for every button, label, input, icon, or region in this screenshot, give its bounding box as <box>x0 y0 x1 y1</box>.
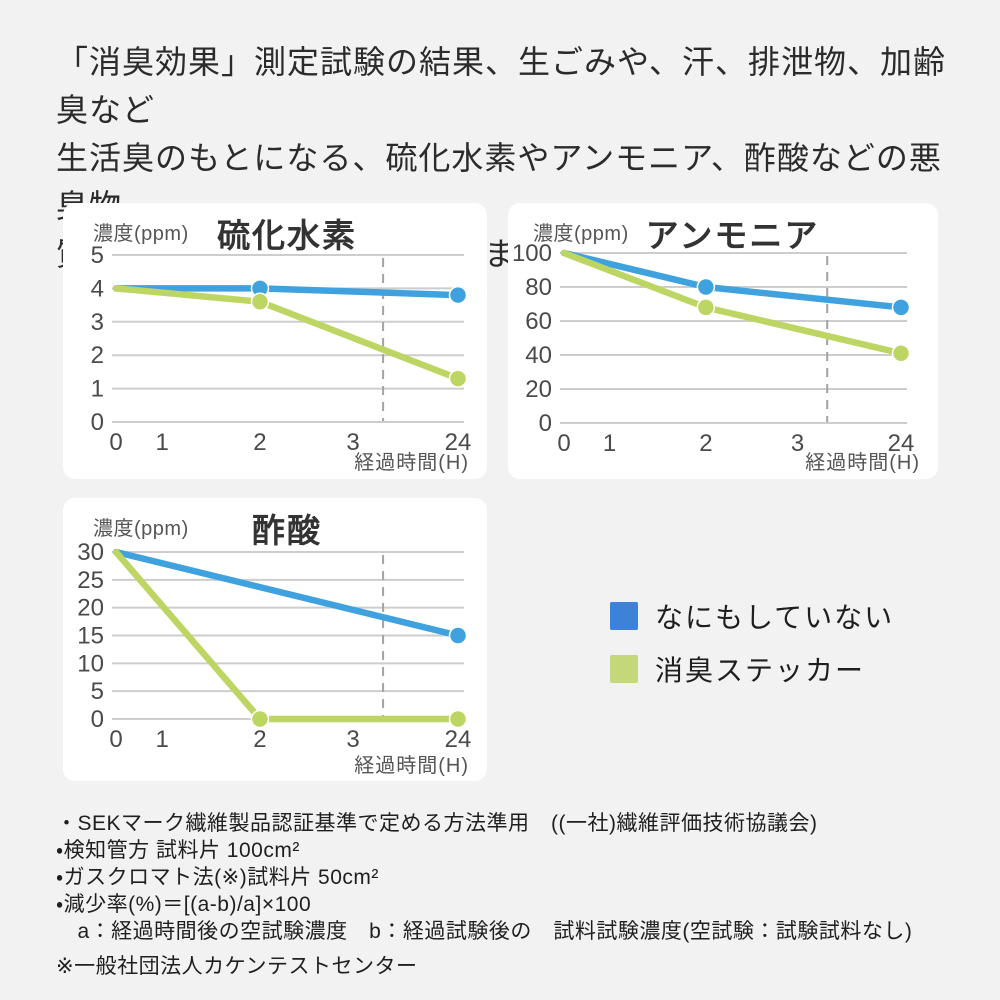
svg-text:5: 5 <box>91 678 104 705</box>
x-axis-label: 経過時間(H) <box>354 755 469 777</box>
legend-label-deodorant-sticker: 消臭ステッカー <box>655 655 866 686</box>
y-axis-unit-label: 濃度(ppm) <box>93 518 189 540</box>
svg-text:0: 0 <box>91 706 104 733</box>
y-axis-unit-label: 濃度(ppm) <box>93 223 189 245</box>
svg-text:5: 5 <box>91 242 104 269</box>
svg-text:25: 25 <box>77 567 104 594</box>
footnote-line: a：経過時間後の空試験濃度 b：経過試験後の 試料試験濃度(空試験：試験試料なし… <box>56 920 913 943</box>
svg-text:3: 3 <box>346 726 359 753</box>
x-axis-label: 経過時間(H) <box>354 452 469 474</box>
svg-text:4: 4 <box>91 275 104 302</box>
svg-text:30: 30 <box>77 539 104 566</box>
footnotes: ・SEKマーク繊維製品認証基準で定める方法準用 ((一社)繊維評価技術協議会) … <box>56 810 966 980</box>
svg-text:2: 2 <box>253 726 266 753</box>
svg-text:40: 40 <box>525 342 552 369</box>
chart-title-ammonia: アンモニア <box>645 217 820 254</box>
svg-text:10: 10 <box>77 650 104 677</box>
svg-text:20: 20 <box>77 595 104 622</box>
svg-text:60: 60 <box>525 308 552 335</box>
legend-item-untreated: なにもしていない <box>610 602 894 633</box>
svg-text:100: 100 <box>512 240 552 267</box>
svg-text:1: 1 <box>155 429 168 456</box>
chart-card-ammonia: 濃度(ppm) アンモニア 100 80 60 40 20 0 0 1 2 3 24 経過時間(H) <box>508 203 938 479</box>
svg-text:2: 2 <box>253 429 266 456</box>
svg-text:24: 24 <box>445 429 472 456</box>
heading-line-2: 生活臭のもとになる、硫化水素やアンモニア、酢酸などの悪臭物 <box>56 140 942 224</box>
svg-text:0: 0 <box>109 429 122 456</box>
chart-title-acetic-acid: 酢酸 <box>252 512 322 549</box>
x-axis-label: 経過時間(H) <box>805 452 920 474</box>
svg-text:3: 3 <box>791 430 804 457</box>
chart-card-hydrogen-sulfide: 濃度(ppm) 硫化水素 5 4 3 2 1 0 0 1 2 3 24 経過時間(H) <box>63 203 487 479</box>
svg-text:1: 1 <box>91 376 104 403</box>
svg-text:1: 1 <box>603 430 616 457</box>
chart-legend: なにもしていない 消臭ステッカー <box>610 602 894 708</box>
footnote-line: ・ガスクロマト法(※)試料片 50cm² <box>56 866 379 889</box>
svg-text:0: 0 <box>91 409 104 436</box>
chart-card-acetic-acid: 濃度(ppm) 酢酸 30 25 20 15 10 5 0 0 1 2 3 24 経過時間(H) <box>63 498 487 781</box>
footnote-line: ・減少率(%)＝[(a-b)/a]×100 <box>56 893 312 916</box>
svg-text:0: 0 <box>109 726 122 753</box>
footnote-source: ※一般社団法人カケンテストセンター <box>56 955 418 978</box>
legend-item-deodorant-sticker: 消臭ステッカー <box>610 655 894 686</box>
svg-text:2: 2 <box>91 342 104 369</box>
heading-line-1: 「消臭効果」測定試験の結果、生ごみや、汗、排泄物、加齢臭など <box>56 44 947 128</box>
y-axis-unit-label: 濃度(ppm) <box>533 223 629 245</box>
svg-text:2: 2 <box>699 430 712 457</box>
legend-swatch-blue <box>610 602 638 630</box>
svg-text:0: 0 <box>539 410 552 437</box>
legend-label-untreated: なにもしていない <box>655 602 895 633</box>
svg-text:80: 80 <box>525 274 552 301</box>
svg-text:0: 0 <box>557 430 570 457</box>
svg-text:20: 20 <box>525 376 552 403</box>
footnote-line: ・SEKマーク繊維製品認証基準で定める方法準用 ((一社)繊維評価技術協議会) <box>56 812 818 835</box>
svg-text:1: 1 <box>155 726 168 753</box>
svg-text:3: 3 <box>91 309 104 336</box>
svg-text:24: 24 <box>888 430 915 457</box>
svg-text:3: 3 <box>346 429 359 456</box>
svg-text:15: 15 <box>77 623 104 650</box>
legend-swatch-green <box>610 655 638 683</box>
footnote-line: ・検知管方 試料片 100cm² <box>56 839 300 862</box>
chart-title-hydrogen-sulfide: 硫化水素 <box>217 217 357 254</box>
svg-text:24: 24 <box>445 726 472 753</box>
